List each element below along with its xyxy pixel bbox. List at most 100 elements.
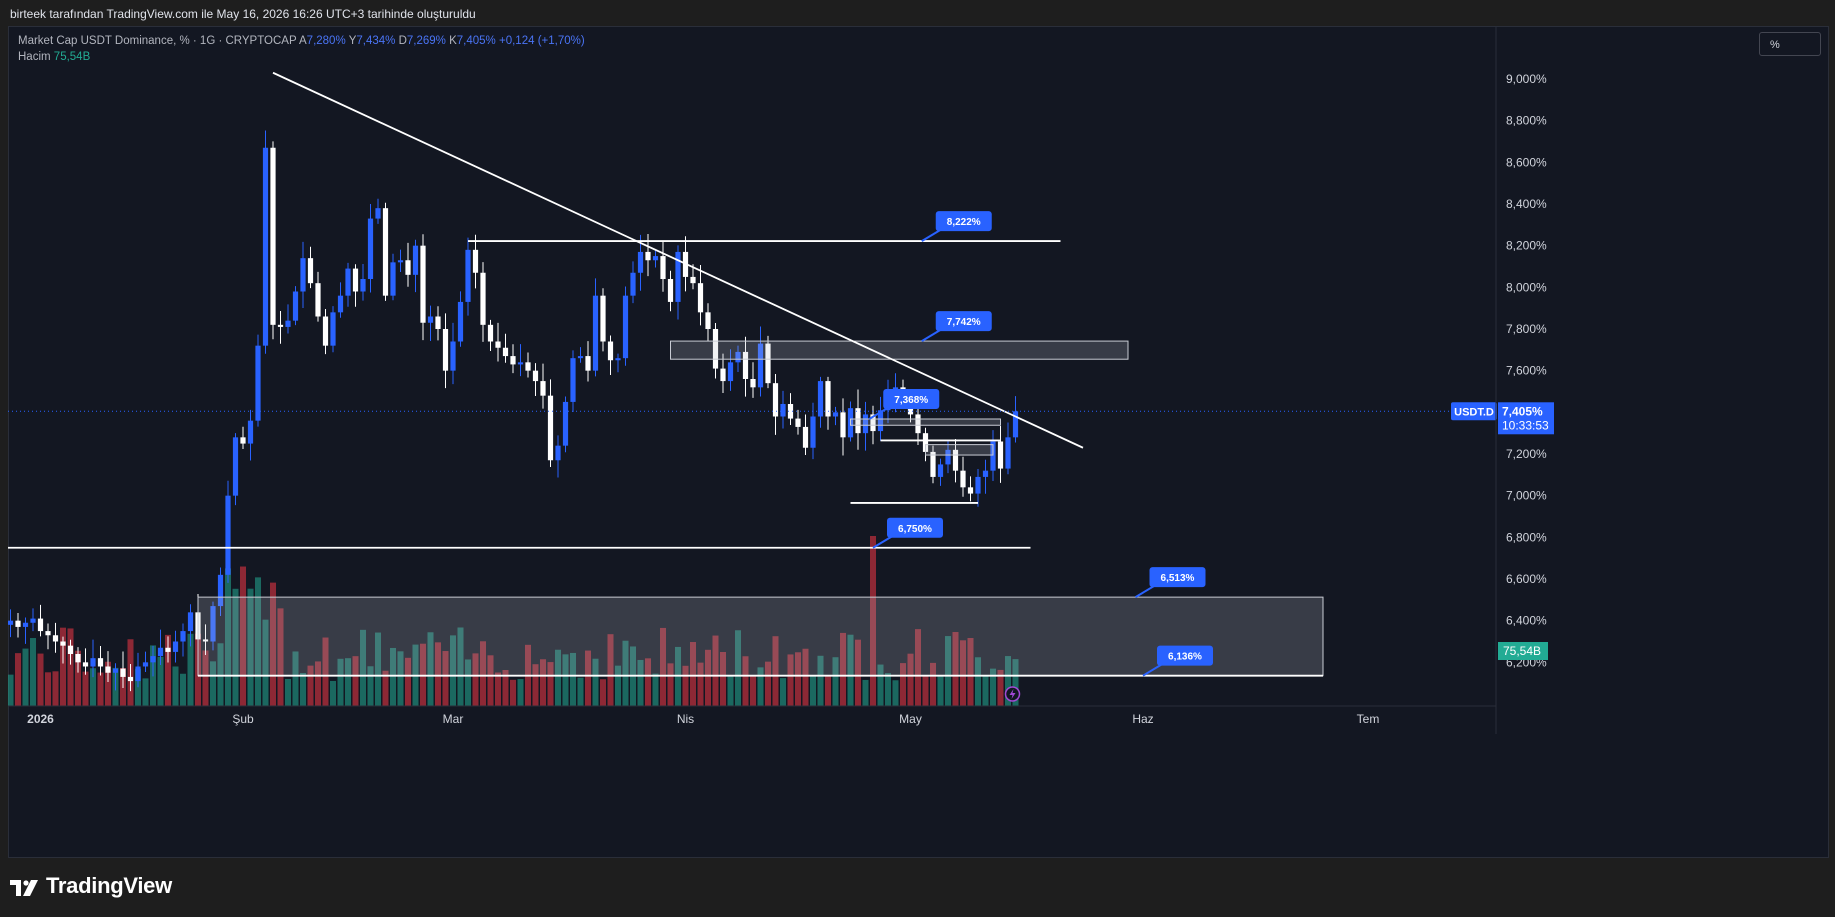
candle-body [645, 251, 651, 261]
volume-bar [547, 662, 554, 706]
high-value: 7,434% [356, 35, 396, 47]
volume-bar [292, 651, 299, 706]
volume-bar [885, 673, 891, 706]
candle-body [862, 414, 869, 434]
brand-name: TradingView [46, 873, 172, 898]
candle-body [360, 279, 366, 292]
volume-bar [937, 675, 944, 706]
volume-bar [397, 651, 404, 706]
volume-bar [742, 656, 749, 706]
candle-body [45, 631, 51, 636]
candle-body [817, 381, 824, 417]
volume-bar [465, 659, 471, 706]
candle-body [352, 268, 359, 292]
candle-body [97, 658, 104, 667]
candle-body [345, 268, 351, 296]
candle-body [952, 449, 959, 471]
volume-bar [592, 658, 599, 706]
candle-body [765, 343, 771, 384]
price-axis: 9,000% 8,800% 8,600% 8,400% 8,200% 8,000% 7,80… [1451, 72, 1554, 669]
volume-bar [300, 672, 306, 706]
candle-body [652, 256, 659, 261]
candle-body [487, 324, 494, 342]
candle-body [825, 381, 831, 417]
candle-body [67, 645, 74, 654]
volume-bar [480, 641, 486, 706]
last-price-box [1498, 402, 1554, 435]
volume-last-box [1498, 642, 1548, 660]
candle-body [367, 218, 374, 279]
price-tick-label: 8,000% [1506, 280, 1547, 294]
candle-body [615, 358, 621, 361]
volume-bar [360, 629, 366, 706]
candle-body [592, 295, 599, 371]
time-tick-label: 2026 [27, 712, 54, 726]
candle-body [742, 351, 749, 379]
volume-bar [900, 663, 906, 706]
candle-body [247, 420, 254, 444]
tradingview-brand: TradingView [10, 873, 172, 899]
volume-bar [502, 669, 509, 706]
candle-body [337, 295, 344, 313]
symbol-tag [1451, 402, 1497, 421]
candle-body [8, 620, 14, 625]
volume-bar [660, 627, 666, 706]
candle-body [675, 251, 681, 302]
volume-bar [262, 619, 269, 706]
candles [8, 130, 1019, 692]
volume-bar [787, 654, 794, 706]
candle-body [960, 470, 966, 488]
price-callout: 6,136% [1142, 645, 1213, 677]
volume-bar [1012, 659, 1019, 706]
price-chart[interactable]: 8,222% 7,742% 7,368% 6,750% 6,513% 6,136% 9,00… [8, 26, 1827, 856]
time-tick-label: May [899, 712, 922, 726]
candle-body [1012, 411, 1019, 438]
candle-body [757, 343, 764, 388]
candle-body [322, 316, 329, 346]
price-tick-label: 7,000% [1506, 489, 1547, 503]
zone-rectangle [197, 596, 1324, 677]
candle-body [22, 622, 29, 627]
volume-bar [727, 676, 734, 706]
candle-body [105, 666, 111, 673]
candle-body [127, 676, 134, 682]
candle-body [832, 412, 839, 417]
volume-bar [667, 663, 674, 706]
candle-body [472, 249, 479, 273]
price-tick-label: 6,400% [1506, 614, 1547, 628]
volume-bar [930, 662, 936, 706]
candle-body [210, 606, 216, 642]
candle-body [255, 345, 261, 421]
volume-bar [735, 630, 741, 706]
candle-body [15, 620, 21, 627]
symbol-title[interactable]: Market Cap USDT Dominance, % · 1G · CRYP… [18, 35, 297, 47]
candle-body [300, 258, 306, 292]
volume-bar [247, 588, 254, 706]
percent-scale-button[interactable]: % [1759, 32, 1821, 56]
volume-bar [457, 627, 464, 706]
candle-body [420, 245, 426, 323]
candle-body [555, 445, 561, 461]
volume-bar [307, 665, 314, 706]
callout-label: 8,222% [947, 217, 981, 228]
volume-bar [585, 650, 591, 706]
price-tick-label: 8,200% [1506, 239, 1547, 253]
callout-label: 7,742% [947, 317, 981, 328]
volume-bar [990, 668, 996, 706]
price-callout: 7,742% [921, 311, 992, 342]
candle-body [600, 295, 606, 342]
volume-bar [217, 643, 224, 706]
volume-label[interactable]: Hacim [18, 51, 51, 63]
volume-bar [22, 648, 29, 706]
candle-body [870, 414, 876, 432]
volume-bar [697, 662, 704, 706]
volume-bar [810, 675, 816, 706]
price-tick-label: 7,200% [1506, 447, 1547, 461]
descending-trendline [272, 71, 1084, 449]
candle-body [165, 647, 171, 652]
volume-bar [255, 577, 261, 706]
volume-bar [435, 642, 441, 706]
volume-bar [60, 627, 66, 706]
close-value: 7,405% [456, 35, 496, 47]
volume-bar [772, 636, 779, 706]
